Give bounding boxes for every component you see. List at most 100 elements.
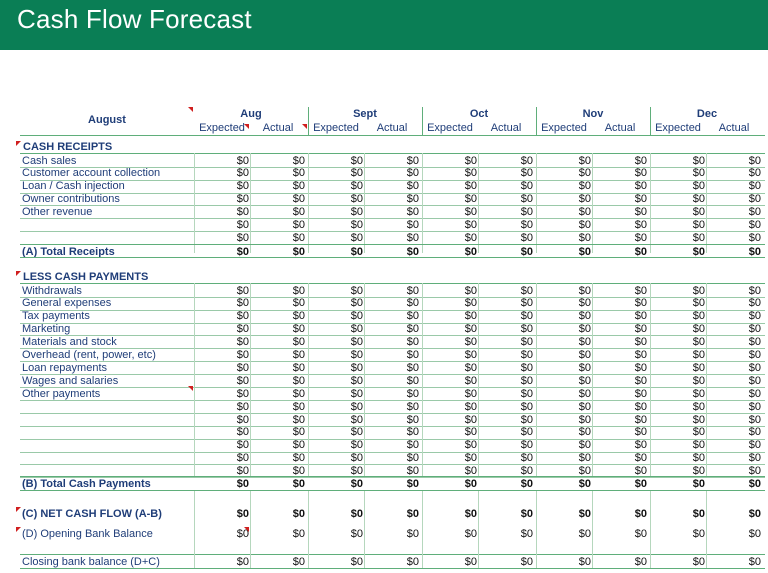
net-cash-flow-row[interactable]: (C) NET CASH FLOW (A-B) $0 $0 $0 $0 $0 $0 $0 $0 $…	[20, 508, 765, 520]
cell-value[interactable]: $0	[520, 167, 533, 180]
cell-value[interactable]: $0	[520, 528, 533, 540]
cell-value[interactable]: $0	[406, 167, 419, 180]
cell-value[interactable]: $0	[406, 528, 419, 540]
cell-value[interactable]: $0	[634, 167, 647, 180]
cell-value[interactable]: $0	[634, 154, 647, 167]
cell-value[interactable]: $0	[464, 478, 477, 490]
cell-value[interactable]: $0	[464, 336, 477, 349]
cell-value[interactable]: $0	[406, 426, 419, 439]
cell-value[interactable]: $0	[464, 323, 477, 336]
cell-value[interactable]: $0	[350, 528, 363, 540]
cell-value[interactable]: $0	[464, 219, 477, 231]
cell-value[interactable]: $0	[520, 361, 533, 374]
cell-value[interactable]: $0	[350, 323, 363, 336]
cell-value[interactable]: $0	[464, 528, 477, 540]
cell-value[interactable]: $0	[236, 154, 249, 167]
cell-value[interactable]: $0	[350, 556, 363, 568]
cell-value[interactable]: $0	[692, 167, 705, 180]
cell-value[interactable]: $0	[464, 193, 477, 206]
cell-value[interactable]: $0	[236, 349, 249, 361]
cell-value[interactable]: $0	[236, 323, 249, 336]
cell-value[interactable]: $0	[692, 180, 705, 193]
cell-value[interactable]: $0	[236, 284, 249, 297]
cell-value[interactable]: $0	[236, 245, 249, 258]
payment-row[interactable]: $0 $0 $0 $0 $0 $0 $0 $0 $0 $0	[20, 414, 765, 426]
cell-value[interactable]: $0	[464, 284, 477, 297]
cell-value[interactable]: $0	[634, 219, 647, 231]
cell-value[interactable]: $0	[350, 310, 363, 323]
cell-value[interactable]: $0	[464, 361, 477, 374]
cell-value[interactable]: $0	[748, 413, 761, 426]
cell-value[interactable]: $0	[520, 219, 533, 231]
cell-value[interactable]: $0	[578, 349, 591, 361]
cell-value[interactable]: $0	[748, 478, 761, 490]
cell-value[interactable]: $0	[292, 452, 305, 465]
payment-row[interactable]: General expenses $0 $0 $0 $0 $0 $0 $0 $0 $0 $0	[20, 297, 765, 309]
payment-row[interactable]: Overhead (rent, power, etc) $0 $0 $0 $0 $0 $0 $…	[20, 349, 765, 361]
cell-value[interactable]: $0	[634, 245, 647, 258]
cell-value[interactable]: $0	[578, 426, 591, 439]
cell-value[interactable]: $0	[292, 478, 305, 490]
payment-row[interactable]: $0 $0 $0 $0 $0 $0 $0 $0 $0 $0	[20, 452, 765, 464]
payment-row[interactable]: Loan repayments $0 $0 $0 $0 $0 $0 $0 $0 $0 $0	[20, 362, 765, 374]
cell-value[interactable]: $0	[578, 556, 591, 568]
cell-value[interactable]: $0	[292, 167, 305, 180]
cell-value[interactable]: $0	[692, 374, 705, 387]
cell-value[interactable]: $0	[236, 439, 249, 452]
cell-value[interactable]: $0	[634, 528, 647, 540]
cell-value[interactable]: $0	[406, 374, 419, 387]
cell-value[interactable]: $0	[292, 231, 305, 244]
cell-value[interactable]: $0	[692, 154, 705, 167]
cell-value[interactable]: $0	[236, 400, 249, 413]
cell-value[interactable]: $0	[464, 400, 477, 413]
cell-value[interactable]: $0	[350, 231, 363, 244]
cell-value[interactable]: $0	[634, 426, 647, 439]
cell-value[interactable]: $0	[292, 426, 305, 439]
cell-value[interactable]: $0	[292, 310, 305, 323]
cell-value[interactable]: $0	[464, 349, 477, 361]
cell-value[interactable]: $0	[236, 297, 249, 310]
cell-value[interactable]: $0	[350, 452, 363, 465]
payment-row[interactable]: Materials and stock $0 $0 $0 $0 $0 $0 $0 $0 $0 $0	[20, 336, 765, 348]
cell-value[interactable]: $0	[406, 336, 419, 349]
cell-value[interactable]: $0	[406, 310, 419, 323]
cell-value[interactable]: $0	[578, 323, 591, 336]
cell-value[interactable]: $0	[236, 219, 249, 231]
payment-row[interactable]: $0 $0 $0 $0 $0 $0 $0 $0 $0 $0	[20, 465, 765, 477]
cell-value[interactable]: $0	[578, 478, 591, 490]
receipt-row[interactable]: Other revenue $0 $0 $0 $0 $0 $0 $0 $0 $0 $0	[20, 206, 765, 218]
cell-value[interactable]: $0	[520, 206, 533, 219]
cell-value[interactable]: $0	[406, 245, 419, 258]
cell-value[interactable]: $0	[292, 336, 305, 349]
cell-value[interactable]: $0	[748, 426, 761, 439]
cell-value[interactable]: $0	[692, 439, 705, 452]
cell-value[interactable]: $0	[692, 284, 705, 297]
cell-value[interactable]: $0	[464, 154, 477, 167]
cell-value[interactable]: $0	[578, 336, 591, 349]
cell-value[interactable]: $0	[520, 413, 533, 426]
cell-value[interactable]: $0	[292, 245, 305, 258]
cell-value[interactable]: $0	[236, 193, 249, 206]
cell-value[interactable]: $0	[748, 154, 761, 167]
cell-value[interactable]: $0	[292, 361, 305, 374]
cell-value[interactable]: $0	[520, 426, 533, 439]
payment-row[interactable]: Marketing $0 $0 $0 $0 $0 $0 $0 $0 $0 $0	[20, 323, 765, 335]
cell-value[interactable]: $0	[236, 167, 249, 180]
cell-value[interactable]: $0	[292, 465, 305, 478]
cell-value[interactable]: $0	[520, 154, 533, 167]
cell-value[interactable]: $0	[236, 556, 249, 568]
cell-value[interactable]: $0	[520, 374, 533, 387]
payment-row[interactable]: Other payments $0 $0 $0 $0 $0 $0 $0 $0 $0 $0	[20, 388, 765, 400]
opening-balance-row[interactable]: (D) Opening Bank Balance $0 $0 $0 $0 $0 $0 $0 $0…	[20, 528, 765, 540]
cell-value[interactable]: $0	[520, 508, 533, 520]
cell-value[interactable]: $0	[634, 310, 647, 323]
cell-value[interactable]: $0	[292, 284, 305, 297]
cell-value[interactable]: $0	[578, 180, 591, 193]
cell-value[interactable]: $0	[236, 336, 249, 349]
cell-value[interactable]: $0	[464, 310, 477, 323]
cell-value[interactable]: $0	[748, 508, 761, 520]
cell-value[interactable]: $0	[350, 245, 363, 258]
cell-value[interactable]: $0	[292, 439, 305, 452]
cell-value[interactable]: $0	[748, 297, 761, 310]
cell-value[interactable]: $0	[520, 439, 533, 452]
